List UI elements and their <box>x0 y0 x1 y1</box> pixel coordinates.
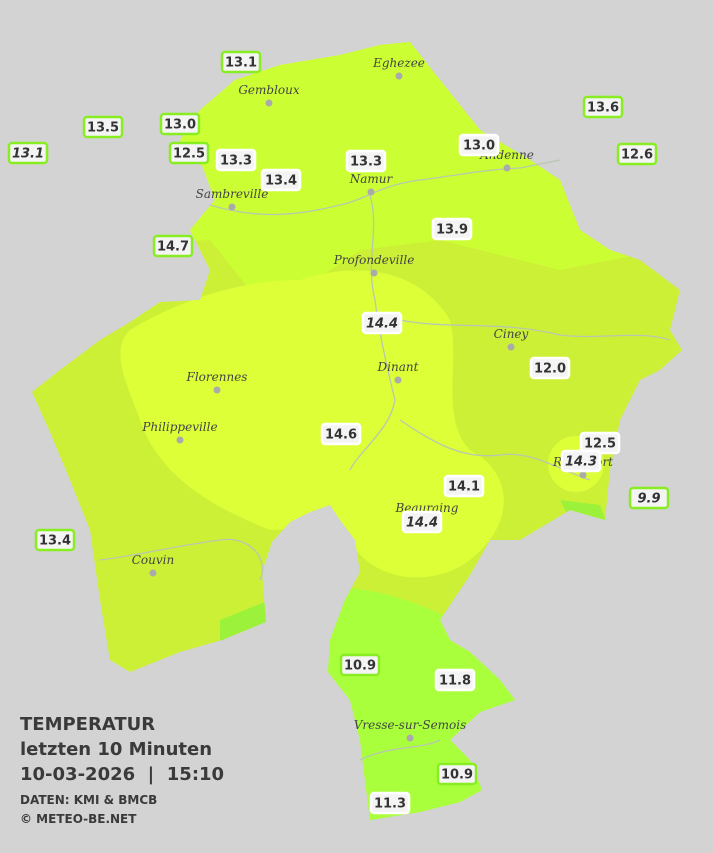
station-box <box>582 95 624 119</box>
city-dot <box>579 471 587 479</box>
station-value: 12.5 <box>584 437 616 452</box>
station-box <box>168 141 210 165</box>
station-value: 13.4 <box>39 534 71 549</box>
station-value: 14.3 <box>565 455 597 470</box>
station-value: 14.1 <box>448 480 480 495</box>
station-box <box>82 115 124 139</box>
station-value: 14.4 <box>366 317 398 332</box>
station-box <box>220 50 262 74</box>
station-value: 12.0 <box>534 362 566 377</box>
station-value: 12.5 <box>173 147 205 162</box>
station-box <box>339 653 381 677</box>
city-dot <box>370 269 378 277</box>
station-value: 13.3 <box>350 155 382 170</box>
city-dot <box>507 343 515 351</box>
station-value: 12.6 <box>621 148 653 163</box>
city-dot <box>228 203 236 211</box>
station-value: 13.0 <box>164 118 196 133</box>
station-box <box>401 510 443 534</box>
city-dot <box>503 164 511 172</box>
city-dot <box>406 734 414 742</box>
cities: EghezeeGemblouxAndenneNamurSambrevillePr… <box>132 56 613 742</box>
station-value: 13.4 <box>265 174 297 189</box>
city-name: Dinant <box>377 360 419 374</box>
city-dot <box>395 72 403 80</box>
station-value: 13.5 <box>87 121 119 136</box>
station-box <box>560 449 602 473</box>
city-name: Eghezee <box>372 56 425 70</box>
station-value: 14.6 <box>325 428 357 443</box>
city-name: Profondeville <box>333 253 415 267</box>
station-value: 13.3 <box>220 154 252 169</box>
station-box <box>628 486 670 510</box>
station-box <box>7 141 49 165</box>
station-value: 13.1 <box>225 56 257 71</box>
station-value: 10.9 <box>441 768 473 783</box>
station-value: 13.9 <box>436 223 468 238</box>
legend-datetime: 10-03-2026 | 15:10 <box>20 764 224 785</box>
station-box <box>345 149 387 173</box>
city-name: Sambreville <box>196 187 269 201</box>
station-box <box>369 791 411 815</box>
city-name: Philippeville <box>141 420 217 434</box>
station-box <box>529 356 571 380</box>
station-box <box>34 528 76 552</box>
station-box <box>616 142 658 166</box>
station-value: 14.4 <box>406 516 438 531</box>
legend-subtitle: letzten 10 Minuten <box>20 739 212 760</box>
station-box <box>361 311 403 335</box>
city-dot <box>394 376 402 384</box>
city-dot <box>176 436 184 444</box>
station-value: 11.8 <box>439 674 471 689</box>
city-name: Couvin <box>132 553 174 567</box>
city-name: Ciney <box>494 327 529 341</box>
station-value: 9.9 <box>637 492 660 507</box>
legend-title: TEMPERATUR <box>20 714 155 735</box>
station-box <box>458 133 500 157</box>
city-dot <box>149 569 157 577</box>
station-value: 13.0 <box>463 139 495 154</box>
station-box <box>152 234 194 258</box>
legend-copyright: © METEO-BE.NET <box>20 812 137 826</box>
station-box <box>260 168 302 192</box>
city-name: Vresse-sur-Semois <box>354 718 467 732</box>
city-dot <box>213 386 221 394</box>
station-box <box>431 217 473 241</box>
city-name: Namur <box>349 172 394 186</box>
station-value: 13.1 <box>12 147 44 162</box>
station-value: 11.3 <box>374 797 406 812</box>
city-dot <box>265 99 273 107</box>
city-name: Florennes <box>186 370 248 384</box>
city-name: Gembloux <box>238 83 300 97</box>
station-box <box>320 422 362 446</box>
legend: TEMPERATUR letzten 10 Minuten 10-03-2026… <box>20 714 224 826</box>
city-dot <box>367 188 375 196</box>
stations: 13.1 13.5 13.1 13.0 12.5 13.3 13.4 13.3 13.0 13.6… <box>7 50 670 815</box>
station-box <box>215 148 257 172</box>
station-box <box>434 668 476 692</box>
station-box <box>159 112 201 136</box>
station-value: 10.9 <box>344 659 376 674</box>
legend-source: DATEN: KMI & BMCB <box>20 793 157 807</box>
station-box <box>436 762 478 786</box>
station-box <box>443 474 485 498</box>
station-value: 14.7 <box>157 240 189 255</box>
station-value: 13.6 <box>587 101 619 116</box>
